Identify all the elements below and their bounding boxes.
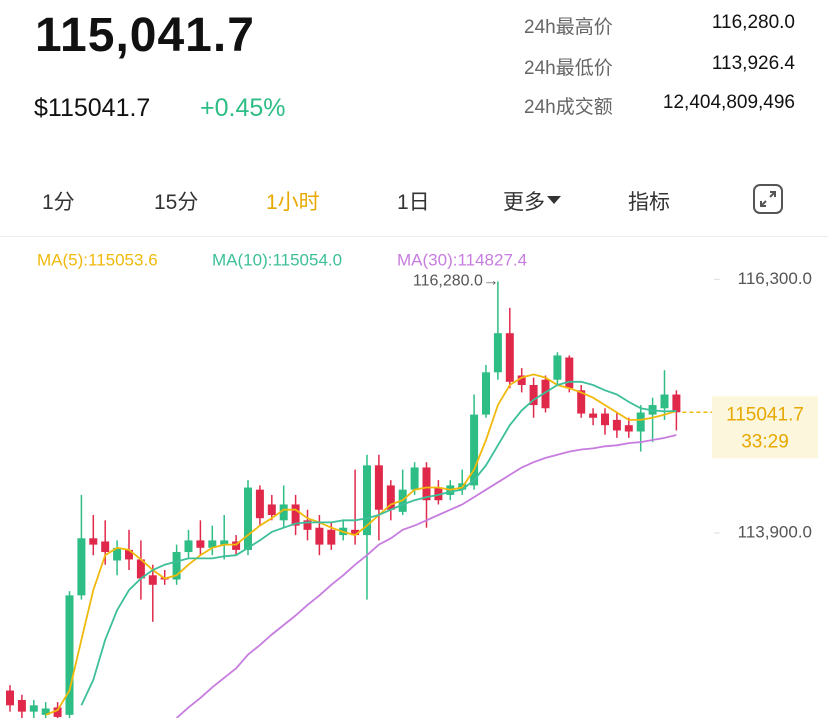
candle-body <box>315 527 324 545</box>
stat-label: 24h最低价 <box>524 58 613 79</box>
candle-body <box>101 541 110 553</box>
candle-body <box>65 595 74 715</box>
candle-body <box>172 552 181 580</box>
candle-body <box>125 549 133 560</box>
stat-value: 113,926.4 <box>711 53 795 74</box>
candle-body <box>493 333 502 373</box>
candle-body <box>232 541 241 550</box>
candle-body <box>89 538 98 545</box>
candle-body <box>29 705 38 712</box>
candle-body <box>470 414 479 486</box>
candle-body <box>363 465 371 536</box>
candle-body <box>422 467 431 501</box>
candle-body <box>279 504 288 521</box>
last-price-label: 115041.7 <box>726 404 804 425</box>
stat-value: 116,280.0 <box>711 12 795 33</box>
ma-line <box>80 380 677 706</box>
candle-body <box>672 394 681 413</box>
fullscreen-icon[interactable] <box>752 183 784 215</box>
candle-body <box>148 575 157 585</box>
stat-value: 12,404,809,496 <box>662 92 795 113</box>
y-tick-label: 113,900.0 <box>738 522 812 541</box>
last-price-box <box>712 396 818 459</box>
candle-body <box>291 504 300 526</box>
candle-body <box>113 547 122 561</box>
candle-body <box>636 412 645 432</box>
tab[interactable]: 指标 <box>628 191 670 214</box>
tab[interactable]: 1分 <box>42 191 75 214</box>
candle-body <box>303 520 312 530</box>
price-change: +0.45% <box>200 94 286 122</box>
candle-body <box>410 467 419 490</box>
candle-body <box>660 394 669 409</box>
candle-body <box>553 355 562 380</box>
legend-entry: MA(10):115054.0 <box>212 250 342 269</box>
candle-body <box>565 357 574 389</box>
candle-body <box>6 690 14 706</box>
y-tick-label: 116,300.0 <box>738 269 812 288</box>
legend-entry: MA(30):114827.4 <box>397 250 527 269</box>
candle-body <box>136 559 145 579</box>
candle-body <box>208 540 217 548</box>
candle-body <box>434 487 443 501</box>
countdown: 33:29 <box>741 431 789 452</box>
candle-body <box>541 379 550 409</box>
candle-body <box>184 540 193 553</box>
candle-body <box>196 540 205 548</box>
candle-body <box>386 485 395 510</box>
stat-label: 24h成交额 <box>524 97 613 118</box>
candle-body <box>482 372 490 415</box>
candle-body <box>374 465 383 510</box>
candle-body <box>529 385 538 406</box>
candle-body <box>517 375 526 385</box>
candle-body <box>17 700 26 712</box>
legend-entry: MA(5):115053.6 <box>37 250 158 269</box>
dropdown-arrow <box>547 196 561 204</box>
candle-body <box>612 419 621 431</box>
candle-body <box>220 540 229 545</box>
tab[interactable]: 更多 <box>503 191 545 214</box>
stat-label: 24h最高价 <box>524 17 613 38</box>
ma-line <box>176 434 677 718</box>
usd-price: $115041.7 <box>34 94 151 122</box>
tab[interactable]: 15分 <box>154 191 199 214</box>
candle-body <box>41 708 50 715</box>
candle-body <box>255 489 264 519</box>
tab[interactable]: 1日 <box>397 191 430 214</box>
candle-body <box>351 529 360 536</box>
candle-body <box>601 413 609 426</box>
tab[interactable]: 1小时 <box>266 191 320 214</box>
last-price: 115,041.7 <box>35 9 255 62</box>
candle-body <box>327 529 336 545</box>
candle-body <box>244 487 252 550</box>
candle-body <box>624 425 633 432</box>
candle-body <box>505 333 514 382</box>
candle-body <box>53 707 62 717</box>
candle-body <box>577 390 586 414</box>
candle-body <box>77 538 86 596</box>
ma-line <box>45 373 677 716</box>
high-annotation: 116,280.0→ <box>413 273 499 290</box>
candle-body <box>267 504 276 516</box>
candle-body <box>589 413 598 418</box>
